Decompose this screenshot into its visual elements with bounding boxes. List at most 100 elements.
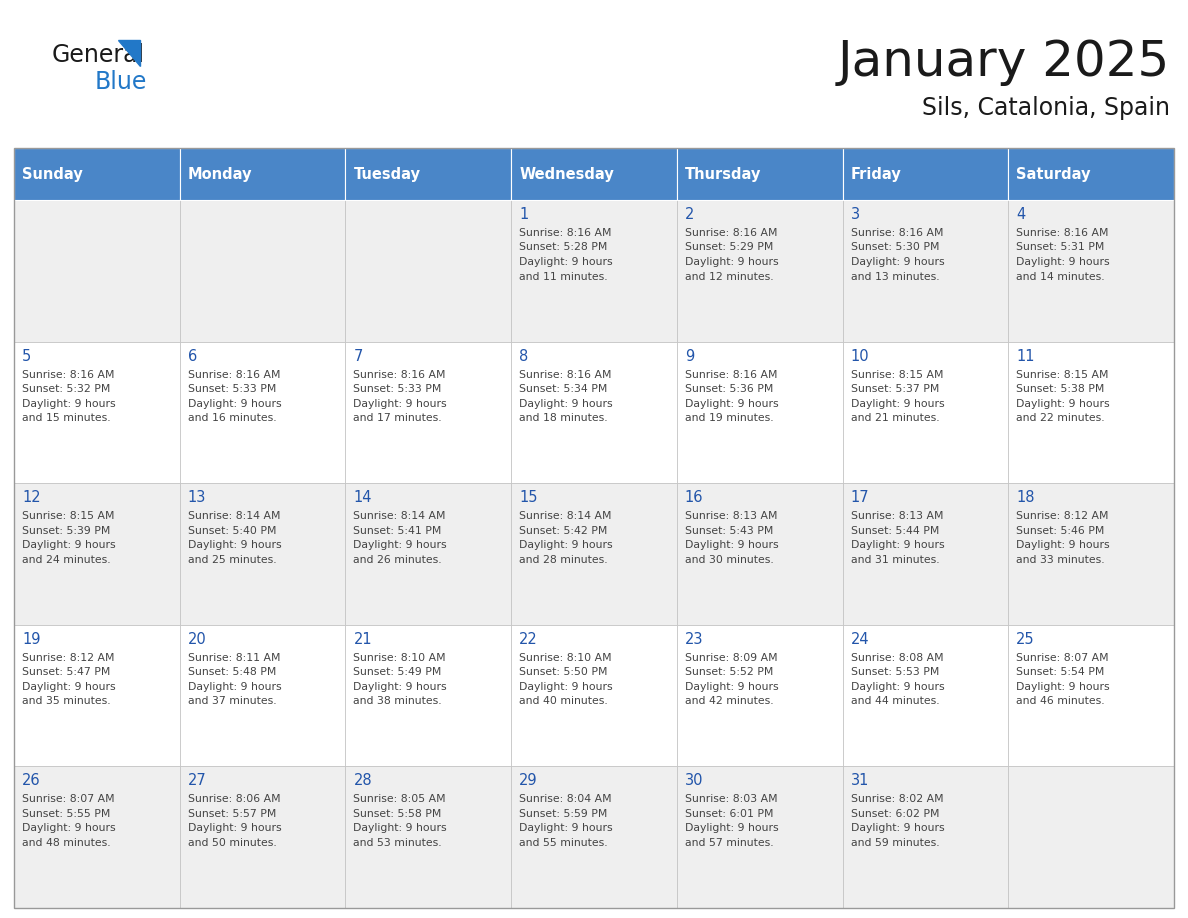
Text: Wednesday: Wednesday	[519, 166, 614, 182]
Text: Daylight: 9 hours: Daylight: 9 hours	[851, 540, 944, 550]
Text: Sunday: Sunday	[23, 166, 83, 182]
Text: Daylight: 9 hours: Daylight: 9 hours	[851, 682, 944, 692]
Text: 31: 31	[851, 773, 868, 789]
Text: 8: 8	[519, 349, 529, 364]
Text: Sunrise: 8:13 AM: Sunrise: 8:13 AM	[851, 511, 943, 521]
Text: Sunset: 5:31 PM: Sunset: 5:31 PM	[1016, 242, 1105, 252]
Bar	[346, 483, 511, 625]
Text: Daylight: 9 hours: Daylight: 9 hours	[188, 540, 282, 550]
Bar	[677, 483, 842, 625]
Bar	[179, 341, 346, 483]
Text: Sunrise: 8:05 AM: Sunrise: 8:05 AM	[353, 794, 446, 804]
Text: Daylight: 9 hours: Daylight: 9 hours	[851, 398, 944, 409]
Text: Daylight: 9 hours: Daylight: 9 hours	[519, 257, 613, 267]
Text: and 48 minutes.: and 48 minutes.	[23, 838, 110, 848]
Text: Sunset: 5:44 PM: Sunset: 5:44 PM	[851, 526, 939, 536]
Text: 3: 3	[851, 207, 860, 222]
Text: 18: 18	[1016, 490, 1035, 505]
Bar	[1009, 483, 1174, 625]
Text: and 42 minutes.: and 42 minutes.	[684, 696, 773, 706]
Bar	[511, 148, 677, 200]
Text: Daylight: 9 hours: Daylight: 9 hours	[353, 823, 447, 834]
Text: 4: 4	[1016, 207, 1025, 222]
Bar	[179, 625, 346, 767]
Text: Sunrise: 8:08 AM: Sunrise: 8:08 AM	[851, 653, 943, 663]
Text: Sunrise: 8:02 AM: Sunrise: 8:02 AM	[851, 794, 943, 804]
Bar	[179, 200, 346, 341]
Text: Sunset: 5:38 PM: Sunset: 5:38 PM	[1016, 384, 1105, 394]
Text: Daylight: 9 hours: Daylight: 9 hours	[519, 823, 613, 834]
Text: Sunrise: 8:15 AM: Sunrise: 8:15 AM	[23, 511, 114, 521]
Text: and 14 minutes.: and 14 minutes.	[1016, 272, 1105, 282]
Text: Sunrise: 8:14 AM: Sunrise: 8:14 AM	[188, 511, 280, 521]
Text: 24: 24	[851, 632, 870, 647]
Text: Daylight: 9 hours: Daylight: 9 hours	[188, 823, 282, 834]
Text: 14: 14	[353, 490, 372, 505]
Bar	[677, 767, 842, 908]
Bar	[842, 767, 1009, 908]
Text: Sunrise: 8:15 AM: Sunrise: 8:15 AM	[1016, 370, 1108, 380]
Bar	[1009, 767, 1174, 908]
Bar	[14, 483, 179, 625]
Text: Sunrise: 8:16 AM: Sunrise: 8:16 AM	[851, 228, 943, 238]
Text: Sunset: 5:43 PM: Sunset: 5:43 PM	[684, 526, 773, 536]
Text: and 22 minutes.: and 22 minutes.	[1016, 413, 1105, 423]
Text: Daylight: 9 hours: Daylight: 9 hours	[684, 823, 778, 834]
Text: 7: 7	[353, 349, 362, 364]
Text: 21: 21	[353, 632, 372, 647]
Text: Sunrise: 8:16 AM: Sunrise: 8:16 AM	[519, 228, 612, 238]
Text: Sunrise: 8:16 AM: Sunrise: 8:16 AM	[684, 370, 777, 380]
Text: 25: 25	[1016, 632, 1035, 647]
Text: Sunset: 5:32 PM: Sunset: 5:32 PM	[23, 384, 110, 394]
Bar	[1009, 200, 1174, 341]
Bar	[511, 483, 677, 625]
Text: Daylight: 9 hours: Daylight: 9 hours	[188, 398, 282, 409]
Text: and 13 minutes.: and 13 minutes.	[851, 272, 940, 282]
Text: Daylight: 9 hours: Daylight: 9 hours	[1016, 398, 1110, 409]
Text: Daylight: 9 hours: Daylight: 9 hours	[353, 682, 447, 692]
Bar	[179, 483, 346, 625]
Text: Sunrise: 8:07 AM: Sunrise: 8:07 AM	[23, 794, 114, 804]
Text: 6: 6	[188, 349, 197, 364]
Text: Monday: Monday	[188, 166, 252, 182]
Text: 1: 1	[519, 207, 529, 222]
Text: Sunrise: 8:16 AM: Sunrise: 8:16 AM	[1016, 228, 1108, 238]
Text: 19: 19	[23, 632, 40, 647]
Text: Sunrise: 8:16 AM: Sunrise: 8:16 AM	[684, 228, 777, 238]
Text: Sunrise: 8:12 AM: Sunrise: 8:12 AM	[23, 653, 114, 663]
Text: Sunrise: 8:11 AM: Sunrise: 8:11 AM	[188, 653, 280, 663]
Bar	[14, 200, 179, 341]
Bar	[511, 200, 677, 341]
Text: Sunset: 5:29 PM: Sunset: 5:29 PM	[684, 242, 773, 252]
Text: Daylight: 9 hours: Daylight: 9 hours	[519, 540, 613, 550]
Text: Thursday: Thursday	[684, 166, 762, 182]
Bar	[346, 767, 511, 908]
Text: Sunset: 5:55 PM: Sunset: 5:55 PM	[23, 809, 110, 819]
Text: Sunset: 5:34 PM: Sunset: 5:34 PM	[519, 384, 607, 394]
Text: Daylight: 9 hours: Daylight: 9 hours	[851, 257, 944, 267]
Text: 9: 9	[684, 349, 694, 364]
Text: 28: 28	[353, 773, 372, 789]
Text: Sunset: 5:33 PM: Sunset: 5:33 PM	[188, 384, 276, 394]
Text: and 46 minutes.: and 46 minutes.	[1016, 696, 1105, 706]
Text: Sunset: 5:40 PM: Sunset: 5:40 PM	[188, 526, 277, 536]
Text: 13: 13	[188, 490, 206, 505]
Text: and 57 minutes.: and 57 minutes.	[684, 838, 773, 848]
Text: Daylight: 9 hours: Daylight: 9 hours	[23, 682, 115, 692]
Text: Sunrise: 8:16 AM: Sunrise: 8:16 AM	[23, 370, 114, 380]
Text: Sunset: 5:53 PM: Sunset: 5:53 PM	[851, 667, 939, 677]
Text: Sunset: 6:01 PM: Sunset: 6:01 PM	[684, 809, 773, 819]
Text: 16: 16	[684, 490, 703, 505]
Bar	[677, 200, 842, 341]
Bar	[1009, 625, 1174, 767]
Text: 2: 2	[684, 207, 694, 222]
Text: and 21 minutes.: and 21 minutes.	[851, 413, 940, 423]
Text: Sunrise: 8:14 AM: Sunrise: 8:14 AM	[519, 511, 612, 521]
Text: and 59 minutes.: and 59 minutes.	[851, 838, 940, 848]
Text: and 55 minutes.: and 55 minutes.	[519, 838, 608, 848]
Text: 17: 17	[851, 490, 870, 505]
Text: Sunset: 5:47 PM: Sunset: 5:47 PM	[23, 667, 110, 677]
Text: Sunset: 5:36 PM: Sunset: 5:36 PM	[684, 384, 773, 394]
Text: Daylight: 9 hours: Daylight: 9 hours	[23, 398, 115, 409]
Bar	[842, 200, 1009, 341]
